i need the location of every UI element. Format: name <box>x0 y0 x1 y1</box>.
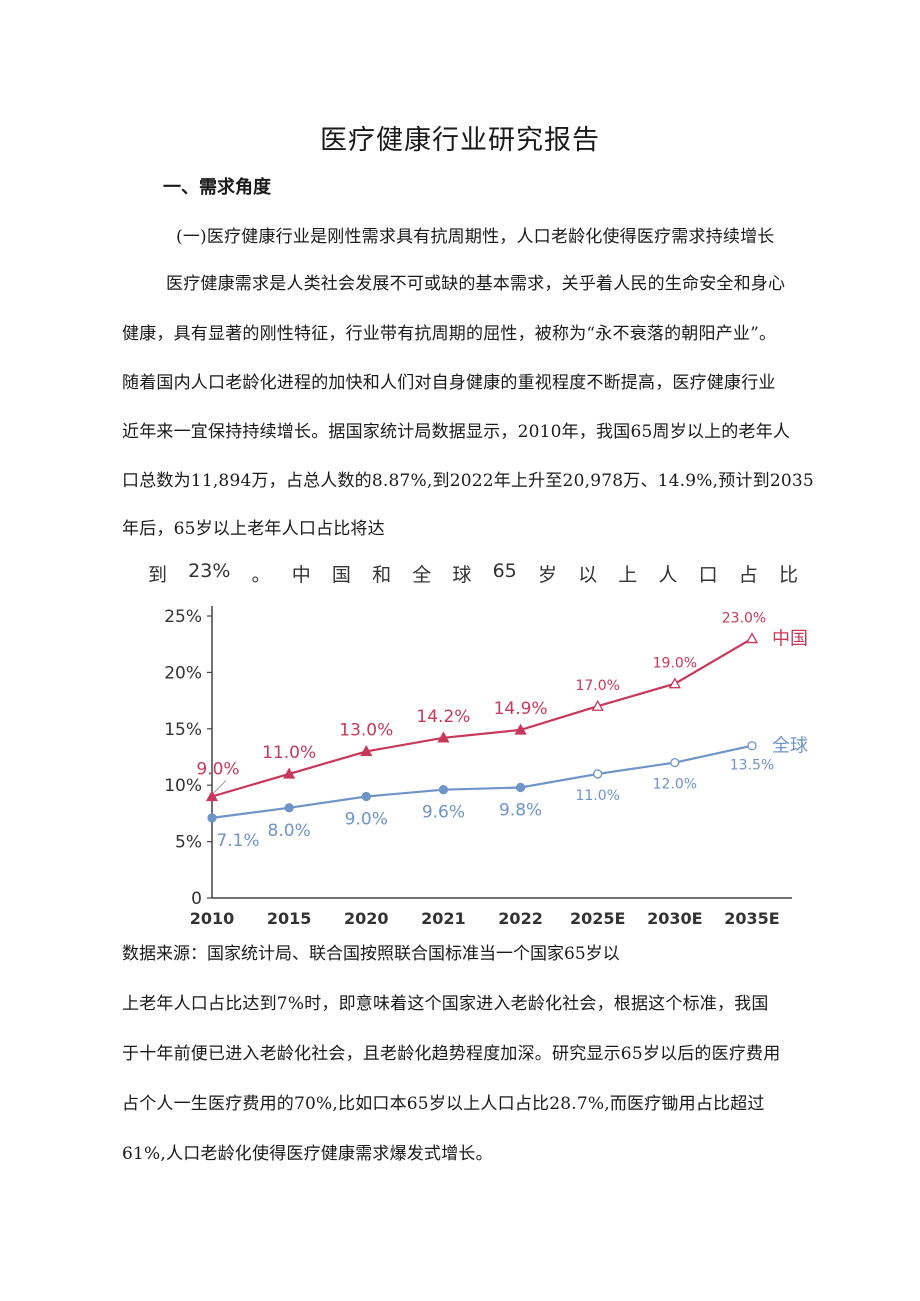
x-tick-label: 2010 <box>190 909 235 928</box>
data-point <box>515 782 526 793</box>
paragraph2-line: 占个人一生医疗费用的70%,比如口本65岁以上人口占比28.7%,而医疗锄用占比… <box>122 1094 765 1114</box>
data-label: 19.0% <box>653 656 697 672</box>
label-leader-line <box>213 780 227 793</box>
series-name-label: 中国 <box>772 629 808 650</box>
paragraph2-line: 于十年前便已进入老龄化社会，且老龄化趋势程度加深。研究显示65岁以后的医疗费用 <box>122 1044 781 1064</box>
series-name-label: 全球 <box>772 736 808 757</box>
data-point <box>668 677 681 689</box>
caption-char: 球 <box>452 564 472 586</box>
chart-caption: 到 23% 。 中 国 和 全 球 65 岁 以 上 人 口 占 比 <box>148 560 798 587</box>
y-tick-label: 10% <box>164 776 202 796</box>
caption-char: 人 <box>658 564 678 586</box>
data-point <box>747 741 757 751</box>
source-line: 数据来源：国家统计局、联合国按照联合国标准当一个国家65岁以 <box>122 944 620 964</box>
data-point <box>284 803 294 813</box>
y-tick-label: 20% <box>164 663 202 683</box>
paragraph2-line: 61%,人口老龄化使得医疗健康需求爆发式增长。 <box>122 1144 493 1164</box>
data-label: 12.0% <box>653 777 697 793</box>
caption-char: 和 <box>372 564 392 586</box>
data-label: 9.0% <box>196 759 239 779</box>
data-label: 23.0% <box>722 611 766 627</box>
y-tick-label: 5% <box>175 833 202 853</box>
caption-char: 中 <box>291 564 311 586</box>
section-heading: 一、需求角度 <box>163 177 271 198</box>
caption-char: 到 <box>148 564 168 586</box>
data-point <box>437 731 450 743</box>
x-tick-label: 2025E <box>570 909 625 928</box>
x-tick-label: 2035E <box>724 909 779 928</box>
data-point <box>438 785 449 795</box>
caption-char: 65 <box>492 560 517 582</box>
data-label: 11.0% <box>575 788 619 804</box>
caption-char: 比 <box>778 564 798 586</box>
series-line-china <box>211 637 753 798</box>
paragraph1-line: 随着国内人口老龄化进程的加快和人们对自身健康的重视程度不断提高，医疗健康行业 <box>122 373 776 393</box>
data-label: 11.0% <box>262 743 316 763</box>
paragraph1-line: 健康，具有显著的刚性特征，行业带有抗周期的屈性，被称为“永不衰落的朝阳产业”。 <box>122 324 777 344</box>
data-point <box>670 757 680 768</box>
x-tick-label: 2015 <box>267 909 312 928</box>
data-point <box>593 769 603 779</box>
caption-char: 口 <box>698 564 718 586</box>
page-title: 医疗健康行业研究报告 <box>320 125 600 156</box>
population-aging-chart: 0 5% 10% 15% 20% 25% 2010 2015 2020 2021 2022 2025E… <box>164 606 808 928</box>
paragraph1-line: 口总数为11,894万，占总人数的8.87%,到2022年上升至20,978万、… <box>122 471 814 491</box>
paragraph2-line: 上老年人口占比达到7%时，即意味着这个国家进入老龄化社会，根据这个标准，我国 <box>122 994 769 1014</box>
y-tick-label: 0 <box>191 889 202 909</box>
x-tick-label: 2020 <box>344 909 389 928</box>
caption-char: 全 <box>412 564 432 586</box>
data-label: 14.2% <box>416 707 470 727</box>
caption-char: 国 <box>331 564 351 586</box>
x-tick-label: 2021 <box>421 909 466 928</box>
x-tick-label: 2030E <box>647 909 702 928</box>
caption-char: 占 <box>738 564 758 586</box>
data-point <box>360 745 373 757</box>
data-label: 8.0% <box>268 821 311 841</box>
paragraph1-line: 年后，65岁以上老年人口占比将达 <box>122 519 385 539</box>
data-label: 7.1% <box>216 831 259 851</box>
data-point <box>207 813 217 823</box>
data-label: 9.0% <box>345 809 388 829</box>
data-label: 17.0% <box>575 678 619 694</box>
y-tick-label: 15% <box>164 720 202 740</box>
data-label: 9.6% <box>422 803 465 823</box>
paragraph1-line: 医疗健康需求是人类社会发展不可或缺的基本需求，关乎着人民的生命安全和身心 <box>166 274 786 294</box>
paragraph1-line: 近年来一宜保持持续增长。据国家统计局数据显示，2010年，我国65周岁以上的老年… <box>122 422 791 442</box>
data-point <box>745 632 759 644</box>
y-tick-label: 25% <box>164 607 202 627</box>
data-label: 13.0% <box>339 720 393 740</box>
data-point <box>591 699 604 711</box>
caption-char: 以 <box>578 564 598 586</box>
data-point <box>514 723 527 735</box>
caption-char: 岁 <box>537 564 557 586</box>
x-tick-label: 2022 <box>498 909 543 928</box>
data-point <box>205 790 219 802</box>
caption-char: 。 <box>251 564 271 586</box>
data-label: 13.5% <box>730 758 774 774</box>
sub-heading: (一)医疗健康行业是刚性需求具有抗周期性，人口老龄化使得医疗需求持续增长 <box>176 227 775 247</box>
data-point <box>361 791 371 802</box>
caption-char: 23% <box>188 560 231 582</box>
data-label: 14.9% <box>494 699 548 719</box>
series-line-global <box>211 744 753 819</box>
data-point <box>283 767 296 779</box>
data-label: 9.8% <box>499 800 542 820</box>
caption-char: 上 <box>618 564 638 586</box>
